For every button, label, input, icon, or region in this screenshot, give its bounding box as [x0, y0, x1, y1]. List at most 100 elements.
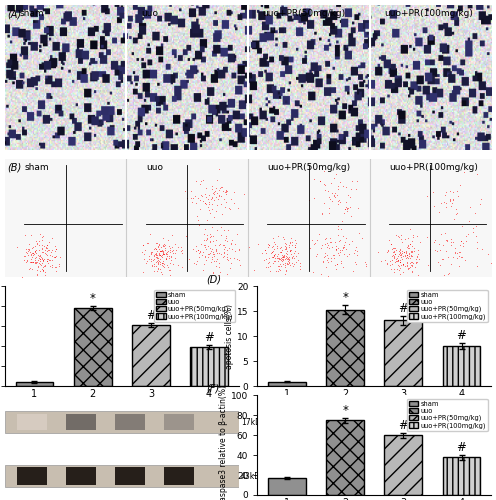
Point — [348, 178, 356, 186]
Point — [156, 254, 164, 262]
Point — [281, 238, 289, 246]
Point — [52, 263, 60, 271]
Point — [209, 268, 217, 276]
Point — [218, 210, 226, 218]
Point — [192, 177, 200, 185]
Point — [34, 256, 42, 264]
Point — [151, 250, 159, 258]
Point — [328, 190, 336, 198]
Point — [189, 246, 197, 254]
Point — [290, 260, 298, 268]
Point — [22, 248, 30, 256]
Point — [204, 195, 212, 203]
Point — [219, 253, 227, 261]
Point — [29, 258, 37, 266]
Point — [194, 246, 202, 254]
Point — [40, 262, 48, 270]
Point — [393, 254, 401, 262]
Point — [273, 244, 281, 252]
Point — [202, 245, 210, 253]
Point — [272, 266, 280, 274]
Point — [312, 250, 320, 258]
Bar — [164, 467, 194, 485]
Point — [24, 248, 32, 256]
Point — [308, 236, 316, 244]
Point — [159, 234, 167, 242]
Point — [291, 236, 299, 244]
Point — [29, 252, 37, 260]
Point — [210, 188, 218, 196]
Point — [25, 266, 33, 274]
Bar — [115, 414, 145, 430]
Point — [204, 204, 212, 212]
Point — [334, 186, 342, 194]
Bar — [326, 420, 364, 495]
Point — [163, 262, 171, 270]
Point — [195, 221, 203, 229]
Point — [273, 242, 281, 250]
Point — [449, 252, 457, 260]
Point — [38, 244, 46, 252]
Point — [147, 256, 155, 264]
Point — [222, 232, 230, 240]
Point — [315, 230, 323, 237]
Point — [48, 263, 56, 271]
Bar — [5, 465, 239, 487]
Point — [405, 250, 413, 258]
Point — [210, 213, 218, 221]
Point — [27, 258, 35, 266]
Point — [292, 238, 300, 246]
Point — [282, 244, 290, 252]
Point — [43, 241, 51, 249]
Point — [158, 261, 166, 269]
Point — [153, 258, 161, 266]
Point — [220, 226, 228, 234]
Text: sham: sham — [24, 163, 49, 172]
Point — [408, 242, 416, 250]
Point — [324, 188, 332, 196]
Point — [472, 232, 480, 240]
Point — [452, 205, 460, 213]
Point — [342, 206, 350, 214]
Point — [395, 266, 403, 274]
Point — [201, 199, 209, 207]
Point — [345, 240, 353, 248]
Point — [283, 250, 291, 258]
Point — [333, 192, 341, 200]
Point — [46, 252, 54, 260]
Point — [352, 258, 360, 266]
Point — [167, 254, 175, 262]
Point — [409, 232, 417, 239]
Point — [31, 242, 39, 250]
Point — [399, 260, 407, 268]
Point — [270, 252, 278, 260]
Point — [38, 234, 46, 241]
Point — [280, 251, 288, 259]
Point — [324, 272, 332, 280]
Point — [435, 208, 443, 216]
Point — [438, 255, 446, 263]
Point — [164, 246, 172, 254]
Point — [48, 252, 56, 260]
Point — [156, 247, 164, 255]
Point — [408, 268, 416, 276]
Point — [397, 253, 405, 261]
Point — [279, 252, 287, 260]
Text: uuo+PR(50mg/kg): uuo+PR(50mg/kg) — [267, 163, 351, 172]
Point — [204, 198, 212, 206]
Point — [213, 255, 221, 263]
Point — [283, 260, 291, 268]
Point — [493, 212, 496, 220]
Point — [208, 185, 216, 193]
Point — [265, 241, 273, 249]
Point — [208, 194, 216, 202]
Point — [20, 256, 28, 264]
Point — [362, 260, 370, 268]
Point — [197, 240, 205, 248]
Point — [33, 240, 41, 248]
Point — [408, 238, 416, 246]
Point — [159, 274, 167, 281]
Point — [216, 184, 224, 192]
Point — [156, 251, 164, 259]
Point — [330, 254, 338, 262]
